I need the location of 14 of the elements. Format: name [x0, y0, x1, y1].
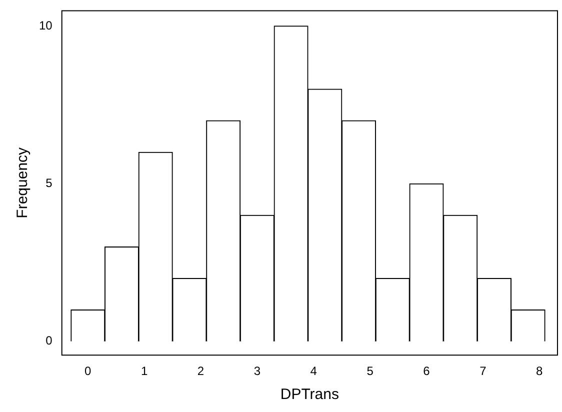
y-tick-label: 10	[38, 18, 53, 32]
y-tick-label: 5	[46, 176, 53, 190]
x-tick-label: 1	[140, 364, 148, 378]
x-tick-label: 7	[480, 364, 487, 378]
y-tick-label: 0	[46, 334, 53, 348]
x-axis-title: DPTrans	[280, 386, 339, 404]
x-tick-label: 4	[310, 364, 318, 378]
y-axis-title: Frequency	[14, 146, 32, 218]
x-tick-label: 3	[254, 364, 261, 378]
x-tick-label: 5	[366, 364, 374, 378]
x-tick-label: 0	[84, 364, 92, 378]
x-tick-label: 6	[423, 364, 430, 378]
x-tick-label: 8	[536, 364, 544, 378]
x-tick-label: 2	[197, 364, 204, 378]
